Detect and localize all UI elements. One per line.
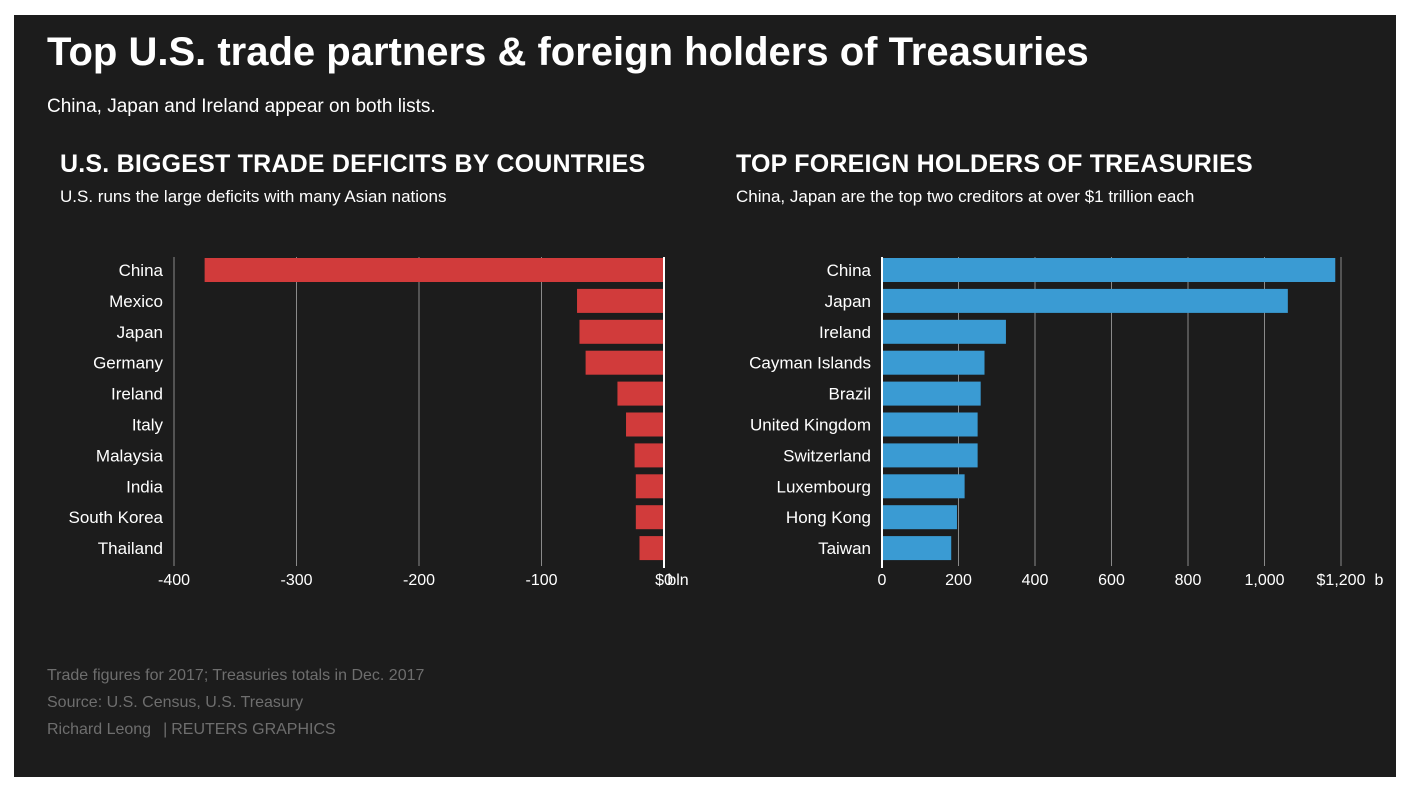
holders-category-label: Japan (825, 292, 871, 311)
holders-tick-label: 1,000 (1244, 572, 1284, 589)
holders-bar (882, 319, 1006, 344)
deficit-category-label: Thailand (98, 539, 163, 558)
deficit-bar (635, 505, 664, 530)
holders-bar (882, 412, 978, 437)
deficit-chart-subtitle: U.S. runs the large deficits with many A… (60, 187, 447, 206)
holders-tick-label: 600 (1098, 572, 1125, 589)
deficit-category-label: Mexico (109, 292, 163, 311)
holders-chart-subtitle: China, Japan are the top two creditors a… (736, 187, 1195, 206)
deficit-bar (617, 381, 664, 406)
footer-separator: | (163, 721, 168, 738)
holders-category-label: Brazil (828, 385, 871, 404)
deficit-bar (204, 258, 664, 282)
deficit-unit-label: bln (667, 572, 688, 589)
holders-bar (882, 505, 957, 530)
deficit-category-label: South Korea (68, 508, 163, 527)
deficit-bar (579, 319, 664, 344)
page-subtitle: China, Japan and Ireland appear on both … (47, 96, 436, 117)
holders-tick-label: $1,200 (1317, 572, 1366, 589)
holders-bar (882, 443, 978, 468)
deficit-tick-label: -400 (158, 572, 190, 589)
deficit-bar (585, 350, 664, 375)
holders-category-label: Taiwan (818, 539, 871, 558)
holders-bar (882, 288, 1288, 313)
holders-tick-label: 200 (945, 572, 972, 589)
holders-bar (882, 258, 1336, 282)
deficit-bar (635, 474, 664, 499)
holders-bar (882, 474, 965, 499)
holders-bar (882, 536, 952, 561)
deficit-tick-label: $0 (655, 572, 673, 589)
holders-chart-title: TOP FOREIGN HOLDERS OF TREASURIES (736, 150, 1253, 178)
deficit-tick-label: -300 (280, 572, 312, 589)
footer-source: Source: U.S. Census, U.S. Treasury (47, 694, 304, 711)
deficit-category-label: Japan (117, 323, 163, 342)
footer-credit: Richard Leong | REUTERS GRAPHICS (47, 721, 336, 739)
deficit-bar (639, 536, 664, 561)
graphic-panel (14, 15, 1396, 777)
deficit-bar (577, 288, 664, 313)
page-title: Top U.S. trade partners & foreign holder… (47, 30, 1089, 74)
deficit-category-label: India (126, 477, 163, 496)
deficit-category-label: China (119, 261, 164, 280)
deficit-bar (634, 443, 664, 468)
deficit-category-label: Ireland (111, 385, 163, 404)
deficit-category-label: Italy (132, 416, 164, 435)
deficit-tick-label: -100 (525, 572, 557, 589)
deficit-bar (626, 412, 664, 437)
holders-category-label: Switzerland (783, 446, 871, 465)
holders-tick-label: 0 (878, 572, 887, 589)
deficit-category-label: Germany (93, 354, 163, 373)
holders-category-label: Hong Kong (786, 508, 871, 527)
holders-bar (882, 350, 985, 375)
holders-category-label: Cayman Islands (749, 354, 871, 373)
deficit-tick-label: -200 (403, 572, 435, 589)
footer-note: Trade figures for 2017; Treasuries total… (47, 667, 425, 684)
holders-bar (882, 381, 981, 406)
holders-category-label: United Kingdom (750, 416, 871, 435)
holders-tick-label: 400 (1022, 572, 1049, 589)
deficit-chart-title: U.S. BIGGEST TRADE DEFICITS BY COUNTRIES (60, 150, 646, 178)
footer-publisher: REUTERS GRAPHICS (171, 721, 336, 738)
footer-author: Richard Leong (47, 721, 152, 738)
holders-category-label: Ireland (819, 323, 871, 342)
holders-unit-label: b (1375, 572, 1384, 589)
holders-category-label: Luxembourg (776, 477, 871, 496)
deficit-category-label: Malaysia (96, 446, 164, 465)
holders-tick-label: 800 (1175, 572, 1202, 589)
holders-category-label: China (827, 261, 872, 280)
